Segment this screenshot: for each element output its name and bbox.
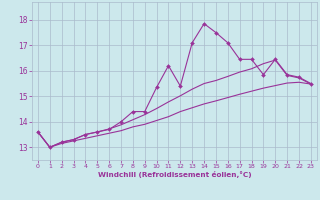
- X-axis label: Windchill (Refroidissement éolien,°C): Windchill (Refroidissement éolien,°C): [98, 171, 251, 178]
